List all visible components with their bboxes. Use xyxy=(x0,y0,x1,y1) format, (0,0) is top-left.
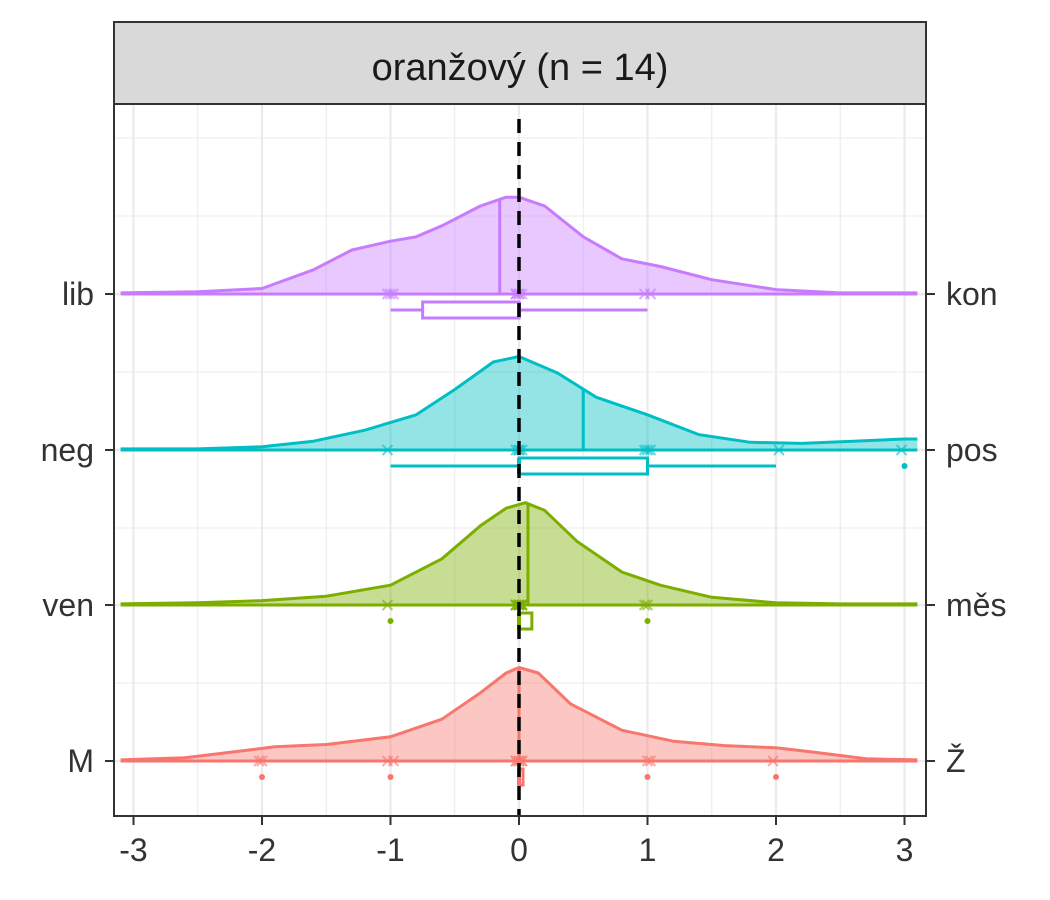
box-iqr xyxy=(421,300,521,320)
y-label-left: M xyxy=(67,743,94,779)
strip-background xyxy=(113,21,927,105)
rug-point xyxy=(641,444,654,456)
y-label-right: pos xyxy=(946,432,998,468)
box-outlier xyxy=(387,774,394,780)
y-label-right: kon xyxy=(946,276,998,312)
rug-point xyxy=(895,444,908,456)
rug-point xyxy=(381,599,394,611)
y-label-left: ven xyxy=(42,587,94,623)
x-tick-label: 1 xyxy=(639,832,657,868)
box-outlier xyxy=(644,774,651,780)
box-outlier xyxy=(387,618,394,624)
box-outlier xyxy=(773,774,779,780)
x-tick-label: -2 xyxy=(248,832,276,868)
box-outlier xyxy=(901,463,908,469)
rug-point xyxy=(513,755,525,767)
rug-point xyxy=(387,288,400,300)
box-iqr xyxy=(517,456,649,476)
x-tick-label: -1 xyxy=(376,832,404,868)
series-M xyxy=(120,666,918,787)
facet-strip: oranžový (n = 14) xyxy=(113,21,927,105)
y-label-right: Ž xyxy=(946,743,966,779)
y-label-left: lib xyxy=(62,276,94,312)
rug-point xyxy=(381,755,394,767)
x-tick-label: -3 xyxy=(119,832,147,868)
y-label-right: měs xyxy=(946,587,1006,623)
rug-point xyxy=(773,444,785,456)
x-tick-label: 2 xyxy=(767,832,785,868)
rug-point xyxy=(638,288,651,300)
x-axis: -3 -2 -1 0 1 2 3 xyxy=(119,816,913,868)
rug-point xyxy=(384,288,397,300)
x-tick-label: 0 xyxy=(510,832,528,868)
box-outlier xyxy=(644,618,651,624)
density-line xyxy=(120,195,918,295)
rug-point xyxy=(381,444,394,456)
rug-point xyxy=(253,755,265,767)
rug-point xyxy=(638,444,651,456)
x-tick-label: 3 xyxy=(896,832,914,868)
rug-point xyxy=(641,755,654,767)
box-outlier xyxy=(259,774,265,780)
density-line xyxy=(120,501,918,606)
rug-point xyxy=(641,599,654,611)
y-label-left: neg xyxy=(41,432,94,468)
density-line xyxy=(120,355,918,451)
rug-point xyxy=(644,755,657,767)
density-area xyxy=(120,502,918,605)
rug-point xyxy=(767,755,779,767)
rug-point xyxy=(256,755,268,767)
rug-point xyxy=(638,599,651,611)
panel-title: oranžový (n = 14) xyxy=(372,47,669,89)
